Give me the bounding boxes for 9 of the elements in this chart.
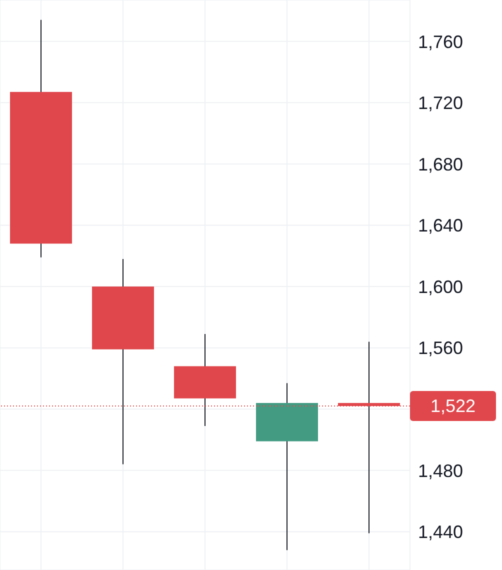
- y-tick-label: 1,440: [418, 522, 464, 542]
- y-tick-label: 1,680: [418, 154, 464, 174]
- y-tick-label: 1,760: [418, 32, 464, 52]
- y-tick-label: 1,600: [418, 276, 464, 297]
- y-tick-label: 1,480: [418, 460, 464, 481]
- y-tick-label: 1,720: [418, 93, 464, 114]
- ref-line-label: 1,522: [430, 396, 476, 416]
- y-tick-label: 1,560: [418, 338, 464, 358]
- y-tick-label: 1,640: [418, 216, 464, 236]
